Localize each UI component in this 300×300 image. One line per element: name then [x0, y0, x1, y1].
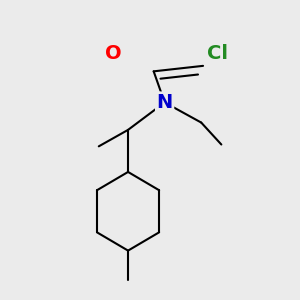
Text: Cl: Cl [207, 44, 228, 62]
Text: O: O [105, 44, 122, 62]
Text: N: N [157, 93, 173, 112]
